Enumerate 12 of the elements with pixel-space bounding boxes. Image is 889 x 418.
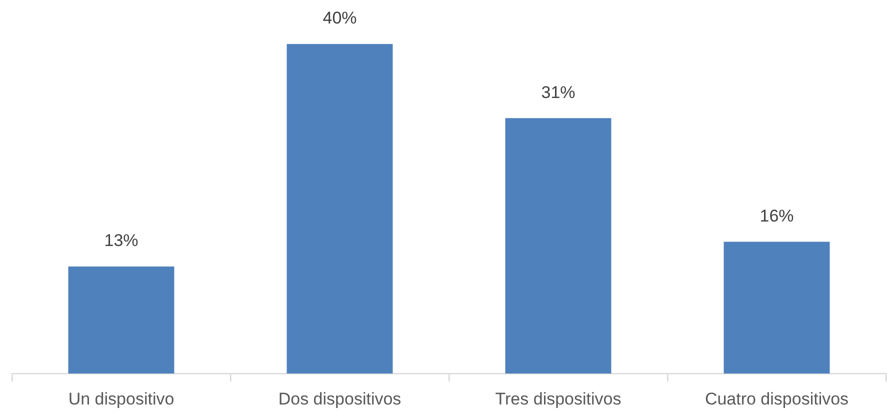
x-tick-label: Tres dispositivos	[495, 389, 622, 408]
bar	[724, 242, 830, 374]
data-label: 16%	[760, 206, 794, 226]
data-label: 40%	[322, 8, 357, 28]
bar	[68, 266, 174, 374]
data-label: 31%	[541, 82, 576, 102]
data-label: 13%	[104, 231, 138, 250]
bar	[286, 44, 393, 374]
x-tick-label: Cuatro dispositivos	[704, 389, 849, 408]
x-tick-label: Dos dispositivos	[278, 389, 402, 408]
x-tick-label: Un dispositivo	[68, 389, 174, 408]
bar	[505, 118, 612, 374]
